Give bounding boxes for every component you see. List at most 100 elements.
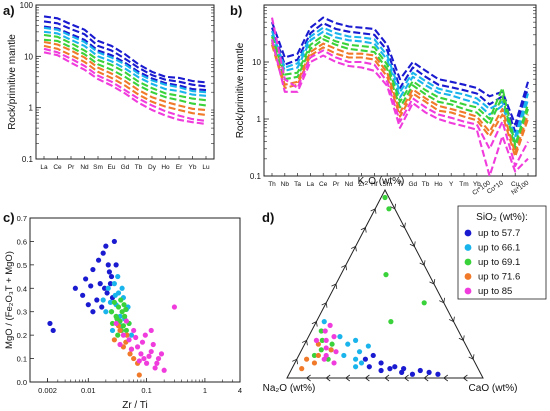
edge-tick <box>439 297 446 304</box>
edge-tick <box>364 374 370 382</box>
edge-tick <box>305 374 311 382</box>
panel-c-scatter: 0.0 0.1 0.2 0.3 0.4 0.5 0.6 0.7 0.002 0.01 0.1 1 4 Zr… <box>3 210 242 411</box>
data-point <box>123 306 129 312</box>
edge-tick <box>403 374 409 382</box>
x-tick-label: Ho <box>434 181 443 188</box>
x-tick-label: 0.01 <box>81 386 96 395</box>
panel-a-spider-ree: 0.1 1 10 100 La Ce Pr Nd Sm Eu Gd Tb Dy Ho Er Yb Lu Rock/… <box>3 1 215 171</box>
legend-marker <box>464 273 472 280</box>
data-point <box>123 327 129 334</box>
data-point <box>304 356 310 362</box>
data-point <box>426 369 432 375</box>
series-line <box>43 51 207 126</box>
series-line <box>270 39 529 178</box>
data-point <box>158 351 165 357</box>
legend-title: SiO₂ (wt%): <box>476 212 528 223</box>
edge-tick <box>429 279 436 285</box>
apex-label-cao: CaO (wt%) <box>469 383 518 394</box>
data-point <box>97 281 103 287</box>
data-point <box>148 348 154 355</box>
edge-tick <box>331 283 338 289</box>
x-tick-label: Yb <box>189 164 197 171</box>
apex-label-k2o: K₂O (wt%) <box>358 176 405 187</box>
legend-box <box>457 205 547 300</box>
y-tick-label: 1 <box>257 115 262 124</box>
data-point <box>111 299 117 305</box>
edge-tick <box>448 316 455 323</box>
data-point <box>386 206 392 212</box>
data-point <box>353 356 359 362</box>
edge-tick <box>468 354 475 360</box>
data-point <box>327 322 333 328</box>
edge-tick <box>292 358 299 365</box>
x-tick-label: Lu <box>202 164 210 171</box>
y-tick-label: 0.3 <box>17 308 27 317</box>
data-point <box>370 352 376 359</box>
x-tick-label: Er <box>176 164 183 171</box>
data-point <box>115 332 121 338</box>
panel-label: c) <box>3 210 15 225</box>
series-line <box>271 38 529 150</box>
data-point <box>90 266 96 273</box>
data-point <box>345 341 351 347</box>
data-point <box>90 309 96 315</box>
data-point <box>139 339 146 345</box>
x-tick-label: Ta <box>294 181 301 188</box>
data-point <box>417 367 423 374</box>
data-point <box>154 360 160 366</box>
edge-tick <box>409 241 416 247</box>
data-point <box>123 318 129 324</box>
series-line <box>43 44 207 117</box>
x-tick-label: Eu <box>108 164 116 171</box>
data-point <box>383 272 389 278</box>
data-point <box>315 352 321 359</box>
data-point <box>117 341 123 348</box>
data-point <box>118 297 124 303</box>
data-point <box>152 365 158 371</box>
data-point <box>115 304 122 310</box>
data-point <box>131 327 137 334</box>
edge-tick <box>321 302 328 308</box>
data-point <box>155 355 162 362</box>
x-tick-label: Nb <box>281 181 290 188</box>
series-line <box>43 40 207 112</box>
data-point <box>72 285 78 291</box>
legend: SiO₂ (wt%): up to 57.7 up to 66.1 up to 69.… <box>457 205 547 300</box>
panel-label: d) <box>262 210 274 225</box>
data-point <box>299 366 305 372</box>
data-point <box>331 360 337 366</box>
y-tick-label: 0.1 <box>17 355 27 364</box>
data-point <box>100 250 106 256</box>
x-axis-label: Zr / Ti <box>122 400 148 411</box>
y-tick-label: 0.7 <box>17 214 27 223</box>
x-tick-label: 0.002 <box>38 386 57 395</box>
data-point <box>318 328 324 334</box>
edge-tick <box>384 374 390 382</box>
legend-marker <box>464 258 472 266</box>
panel-d-ternary: K₂O (wt%) Na₂O (wt%) CaO (wt%) d) <box>262 176 517 394</box>
data-point <box>382 194 388 201</box>
edge-tick <box>311 321 318 327</box>
data-point <box>331 334 337 340</box>
edge-tick <box>370 208 377 214</box>
y-tick-label: 10 <box>252 58 261 67</box>
data-point <box>113 320 119 327</box>
edge-tick <box>458 335 465 341</box>
y-tick-label: 0.6 <box>17 237 27 246</box>
y-tick-label: 100 <box>20 1 34 10</box>
data-point <box>106 269 112 275</box>
data-point <box>333 349 339 355</box>
x-tick-label: Cu <box>511 181 520 188</box>
x-tick-label: Pr <box>333 181 340 188</box>
legend-label: up to 69.1 <box>478 257 520 268</box>
y-axis-label: MgO / (Fe₂O₃T + MgO) <box>4 251 15 349</box>
data-point <box>378 367 384 374</box>
series-line <box>43 38 207 107</box>
x-tick-label: Y <box>449 181 454 188</box>
edge-tick <box>325 374 331 382</box>
data-point <box>114 316 120 322</box>
data-point <box>105 262 111 268</box>
y-axis-label: Rock/primitive mantle <box>235 42 246 138</box>
data-point <box>337 334 343 340</box>
data-point <box>108 273 115 280</box>
